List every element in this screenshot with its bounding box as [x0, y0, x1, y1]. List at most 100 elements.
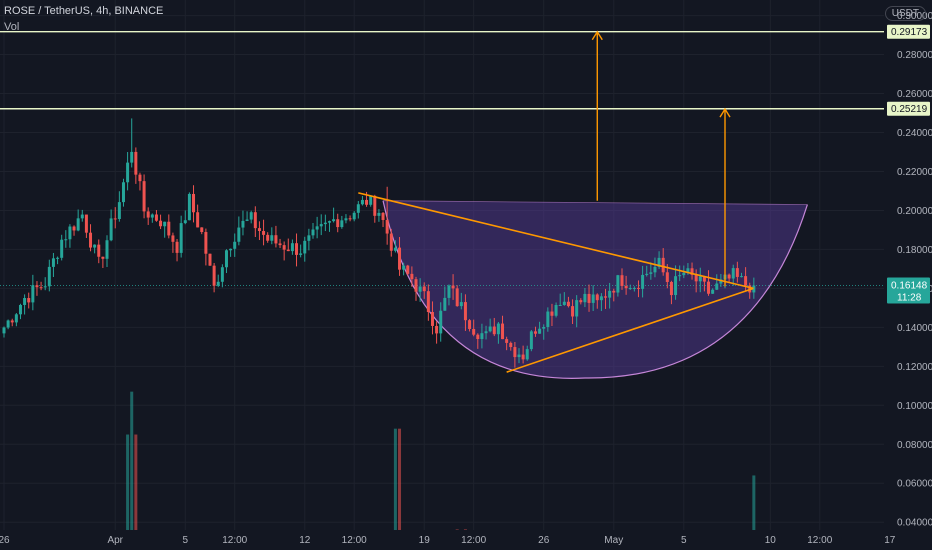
candle [496, 321, 500, 344]
candle-body [18, 304, 22, 315]
candle [192, 185, 196, 223]
candle-body [554, 305, 558, 316]
price-axis[interactable]: 0.30000 0.28000 0.26000 0.24000 0.22000 0.200… [884, 0, 932, 550]
candle-body [616, 275, 620, 293]
candle [249, 210, 253, 224]
candle-body [175, 241, 179, 253]
candle [381, 211, 385, 228]
candle-body [591, 294, 595, 303]
candle-body [463, 302, 467, 321]
time-axis[interactable]: 26 Apr 5 12:00 12 12:00 19 12:00 26 May 5 10 12:00 17 [0, 530, 932, 550]
candle-body [290, 243, 294, 252]
candle-body [744, 276, 748, 286]
candle-body [727, 274, 731, 279]
triangle-lower-line [506, 287, 754, 373]
candle-body [649, 272, 653, 274]
candle-body [47, 266, 51, 287]
candle [546, 307, 550, 332]
time-axis-bg [0, 530, 932, 550]
candle [550, 303, 554, 326]
candle-body [2, 327, 6, 334]
candle-body [595, 294, 599, 301]
candle-body [138, 174, 142, 182]
candle-body [698, 276, 702, 282]
candle [533, 326, 537, 337]
candle [608, 282, 612, 309]
time-tick-label: 12 [299, 535, 311, 546]
candle-body [126, 162, 130, 183]
candle-body [192, 193, 196, 213]
candle-body [509, 342, 513, 348]
candle-body [414, 279, 418, 292]
candle [51, 252, 55, 278]
candle-body [208, 253, 212, 266]
candle [14, 312, 18, 327]
candle-body [731, 268, 735, 279]
candle [154, 210, 158, 222]
candle [752, 277, 756, 299]
volume-label[interactable]: Vol [4, 21, 20, 33]
candle-body [406, 265, 410, 274]
time-tick-label: 19 [419, 535, 431, 546]
symbol-title[interactable]: ROSE / TetherUS, 4h, BINANCE [4, 5, 164, 17]
volume-layer [126, 391, 756, 530]
price-tick-label: 0.14000 [897, 323, 932, 334]
candle-body [604, 296, 608, 298]
candle-body [674, 276, 678, 296]
candle [587, 284, 591, 312]
candle-body [694, 274, 698, 282]
candle-body [23, 298, 27, 305]
candle [142, 174, 146, 219]
candle-body [171, 235, 175, 242]
candle [253, 206, 257, 237]
candle [196, 204, 200, 228]
candle-body [216, 281, 220, 286]
candle-body [286, 249, 290, 252]
candle [315, 216, 319, 239]
candle-body [682, 272, 686, 276]
candle [200, 227, 204, 235]
candle-body [587, 293, 591, 303]
candle-body [187, 193, 191, 221]
triangle-upper-line [358, 192, 754, 290]
candle [89, 224, 93, 252]
candle-body [229, 248, 233, 251]
candle-body [447, 285, 451, 298]
candle [554, 302, 558, 318]
candle [35, 281, 39, 296]
candle [624, 275, 628, 295]
candle [529, 329, 533, 352]
candle-body [39, 287, 43, 289]
candle [295, 233, 299, 267]
candle-body [472, 328, 476, 335]
candle-body [599, 296, 603, 301]
candle-body [249, 212, 253, 220]
candle [632, 286, 636, 292]
candle [620, 268, 624, 290]
cup-rim [383, 200, 808, 205]
candle-body [496, 323, 500, 335]
candle [241, 210, 245, 236]
candle [414, 276, 418, 301]
candle-body [389, 233, 393, 251]
candle-body [641, 274, 645, 289]
candle-body [735, 268, 739, 277]
candle [645, 265, 649, 277]
candle-body [327, 221, 331, 223]
candle [649, 262, 653, 280]
candle [451, 274, 455, 300]
candle-body [636, 287, 640, 289]
candle [344, 214, 348, 224]
candle [150, 213, 154, 223]
candle-body [257, 228, 261, 232]
price-tick-label: 0.08000 [897, 440, 932, 451]
candle-body [369, 195, 373, 205]
target-arrow-head [719, 107, 731, 118]
candle [410, 266, 414, 287]
currency-button[interactable]: USDT [884, 6, 926, 21]
candle-body [76, 218, 80, 231]
candle-body [121, 182, 125, 203]
candle-body [402, 265, 406, 270]
candle-body [571, 306, 575, 317]
candle-body [707, 281, 711, 294]
